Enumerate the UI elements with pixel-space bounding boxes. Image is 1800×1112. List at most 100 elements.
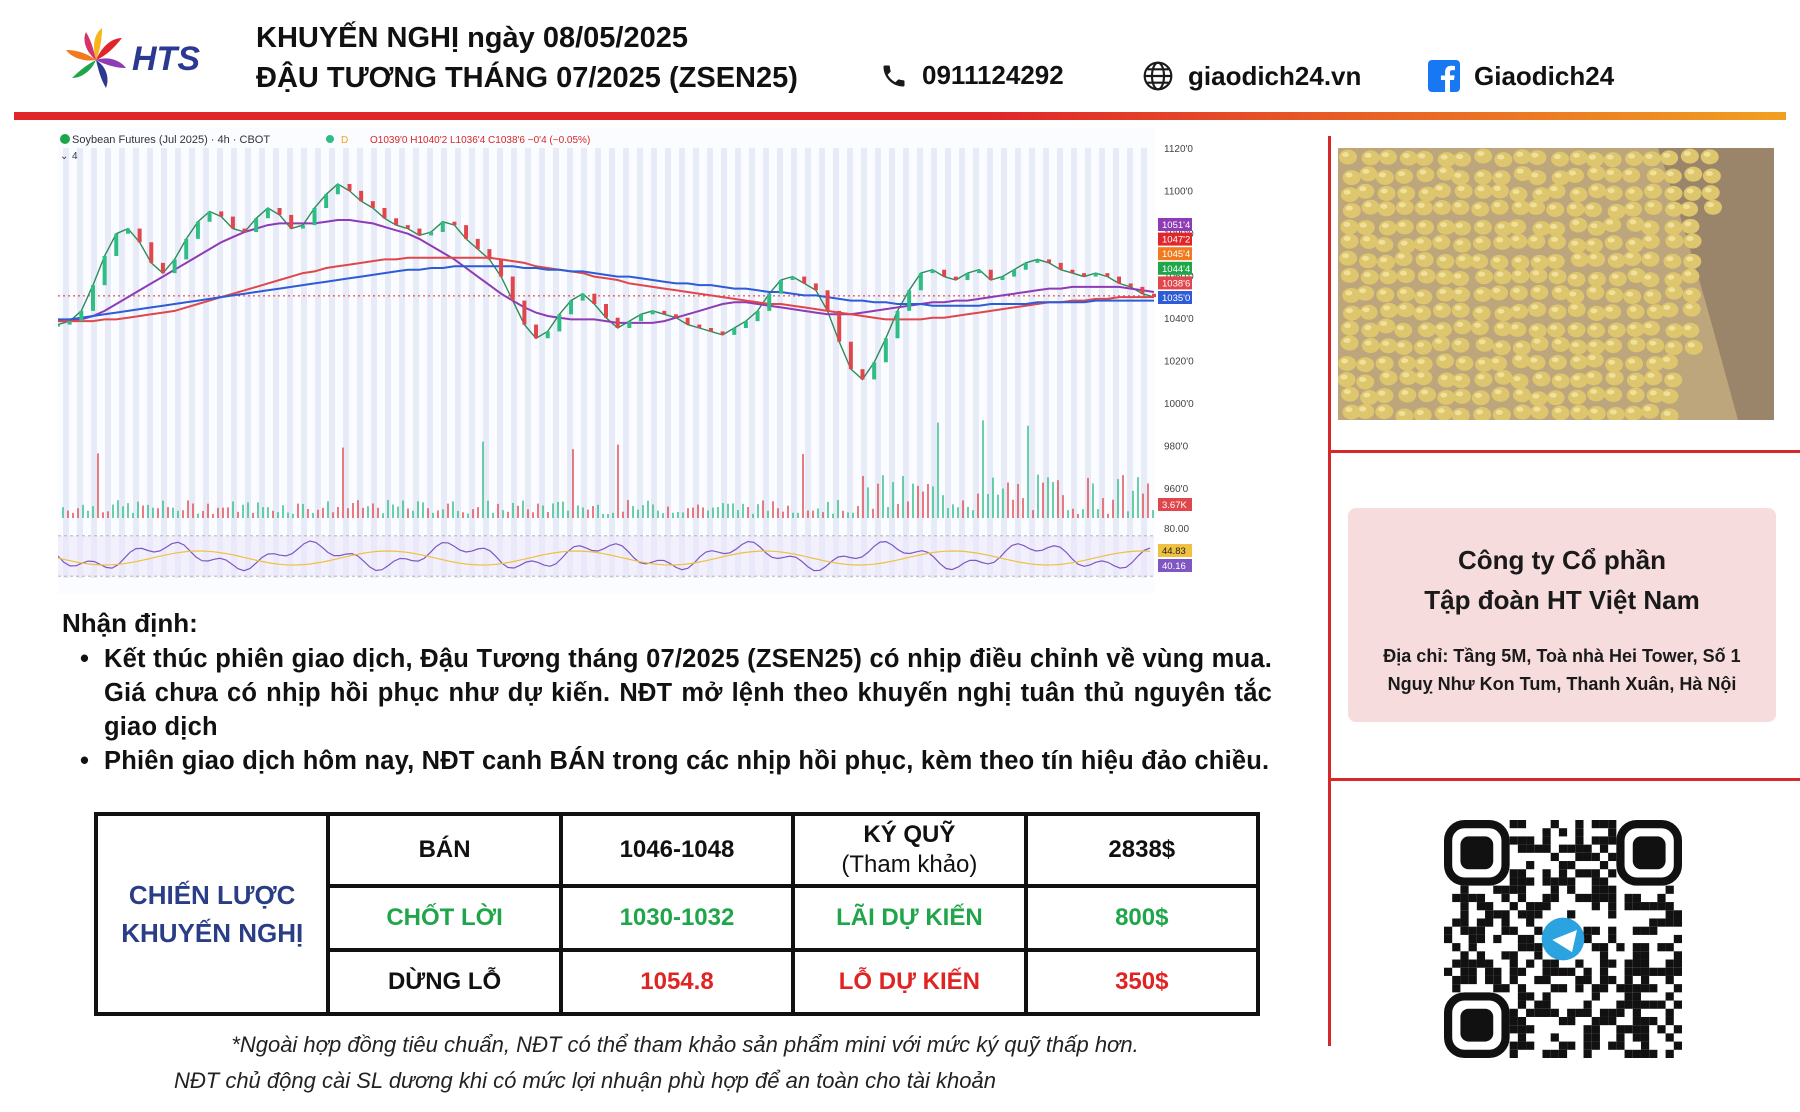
volume-bar — [372, 503, 374, 518]
series-line-4 — [58, 265, 1154, 321]
analysis-bullet: Phiên giao dịch hôm nay, NĐT canh BÁN tr… — [80, 744, 1272, 778]
volume-bar — [1117, 479, 1119, 518]
volume-bar — [282, 505, 284, 518]
volume-bar — [937, 422, 939, 518]
volume-bar — [537, 503, 539, 518]
price-axis-label: 1040'0 — [1164, 314, 1194, 325]
volume-bar — [302, 503, 304, 518]
volume-bar — [442, 509, 444, 518]
volume-bar — [667, 506, 669, 518]
candle — [102, 256, 107, 286]
candle — [510, 276, 515, 301]
volume-bar — [787, 505, 789, 518]
candle — [1117, 276, 1122, 284]
volume-bar — [532, 512, 534, 518]
volume-bar — [622, 511, 624, 518]
analysis-heading: Nhận định: — [62, 608, 198, 638]
candle — [604, 304, 608, 318]
volume-bar — [157, 508, 159, 518]
volume-bar — [922, 491, 924, 518]
candle — [464, 225, 469, 239]
volume-bar — [197, 513, 199, 518]
volume-bar — [137, 501, 139, 518]
volume-bar — [262, 507, 264, 518]
candle — [755, 310, 760, 322]
volume-bar — [227, 507, 229, 518]
volume-bar — [1037, 474, 1039, 518]
volume-bar — [412, 510, 414, 518]
candle — [149, 242, 154, 263]
candle — [370, 201, 375, 208]
volume-bar — [672, 512, 674, 518]
candle — [522, 300, 527, 325]
volume-bar — [932, 486, 934, 518]
indicator-toggle[interactable]: ⌄ — [60, 151, 68, 162]
volume-bar — [1092, 483, 1094, 518]
volume-bar — [687, 508, 689, 518]
rsi-marker — [1158, 559, 1192, 572]
rsi-marker-label: 44.83 — [1162, 546, 1186, 557]
status-dot-icon — [326, 135, 334, 143]
price-axis-label: 1020'0 — [1164, 357, 1194, 368]
chart-ohlc: O1039'0 H1040'2 L1036'4 C1038'6 −0'4 (−0… — [370, 135, 590, 146]
company-name-line2: Tập đoàn HT Việt Nam — [1424, 585, 1700, 615]
volume-bar — [697, 504, 699, 518]
volume-bar — [292, 513, 294, 518]
volume-bar — [597, 504, 599, 518]
volume-bar — [647, 500, 649, 518]
candle — [79, 310, 84, 322]
volume-bar — [997, 494, 999, 518]
qr-code[interactable] — [1444, 820, 1682, 1058]
price-axis-label: 960'0 — [1164, 484, 1189, 495]
volume-bar — [582, 507, 584, 518]
phone-contact[interactable]: 0911124292 — [880, 60, 1064, 91]
candle — [557, 314, 562, 332]
interval-badge[interactable]: D — [341, 135, 348, 146]
price-marker-label: 1051'4 — [1162, 220, 1190, 231]
volume-bar — [192, 503, 194, 518]
volume-bar — [387, 500, 389, 518]
price-chart[interactable]: 1120'01100'01080'01060'01040'01020'01000… — [58, 128, 1310, 594]
candle — [837, 310, 842, 342]
volume-bar — [152, 507, 154, 518]
candle — [1047, 259, 1052, 263]
candle — [452, 221, 457, 226]
volume-bar — [872, 508, 874, 518]
candle — [848, 341, 853, 370]
symbol-icon — [60, 134, 70, 144]
volume-bar — [107, 511, 109, 518]
volume-bar — [472, 509, 474, 518]
candle — [953, 276, 958, 280]
volume-bar — [462, 512, 464, 518]
indicator-count: 4 — [72, 151, 78, 162]
volume-bar — [232, 501, 234, 518]
price-axis-label: 1120'0 — [1164, 144, 1193, 155]
sell-label: BÁN — [326, 812, 563, 888]
volume-bar — [927, 483, 929, 518]
volume-bar — [587, 509, 589, 518]
candle — [277, 208, 282, 215]
volume-bar — [127, 503, 129, 518]
volume-bar — [1042, 482, 1044, 518]
volume-bar — [527, 509, 529, 518]
candle — [254, 218, 259, 232]
volume-bar — [367, 506, 369, 518]
analysis-list: Kết thúc phiên giao dịch, Đậu Tương thán… — [80, 642, 1272, 778]
hts-logo[interactable]: HTS — [60, 22, 210, 94]
website-contact[interactable]: giaodich24.vn — [1142, 60, 1361, 92]
candle — [802, 276, 807, 284]
volume-bar — [882, 475, 884, 518]
candle — [825, 290, 830, 311]
price-axis-label: 1100'0 — [1164, 187, 1193, 198]
volume-bar — [692, 507, 694, 518]
volume-bar — [637, 509, 639, 518]
company-address-line2: Nguỵ Như Kon Tum, Thanh Xuân, Hà Nội — [1387, 674, 1737, 694]
candle — [347, 184, 352, 191]
volume-bar — [802, 453, 804, 518]
facebook-contact[interactable]: Giaodich24 — [1428, 60, 1614, 92]
company-info: Công ty Cổ phần Tập đoàn HT Việt Nam Địa… — [1348, 508, 1776, 722]
volume-bar — [852, 512, 854, 518]
stop-loss-label: DỪNG LỖ — [326, 948, 563, 1016]
volume-bar — [577, 505, 579, 518]
footnote-mini-contracts: *Ngoài hợp đồng tiêu chuẩn, NĐT có thể t… — [231, 1032, 1139, 1057]
